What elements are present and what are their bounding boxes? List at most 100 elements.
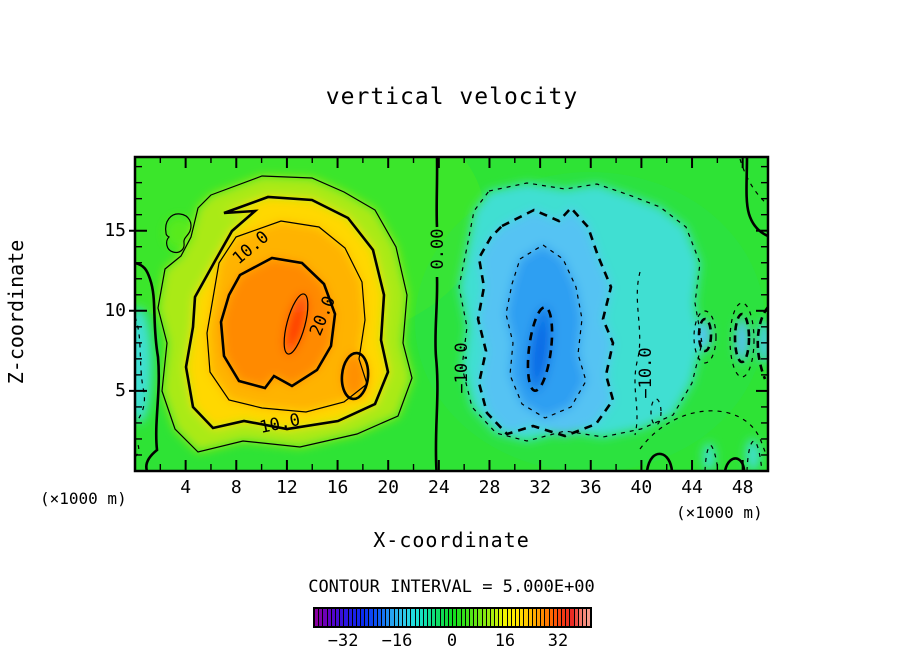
contour-minus5 <box>458 182 703 442</box>
contour-plus5-lobe <box>165 213 192 254</box>
colorbar-cell <box>423 609 429 626</box>
colorbar-cell <box>541 609 546 626</box>
contour-plus20 <box>219 256 337 390</box>
colorbar-cell <box>361 609 366 626</box>
contour-minus10-cell <box>697 317 713 353</box>
colorbar-cell <box>411 609 416 626</box>
colorbar-cell <box>469 609 475 626</box>
colorbar-tick-label: −32 <box>327 631 359 651</box>
contour-zero-left-edge <box>135 261 161 471</box>
contour-interval-label: CONTOUR INTERVAL = 5.000E+00 <box>308 577 595 597</box>
colorbar-cell <box>545 609 550 626</box>
colorbar-cell <box>478 609 483 626</box>
colorbar-cell <box>419 609 424 626</box>
contour-plus25 <box>283 293 309 355</box>
updraft-fill <box>158 176 412 452</box>
x-tick-label: 40 <box>630 477 653 498</box>
contour-minus5-cell <box>693 310 717 364</box>
contour-zero-center-lower <box>434 276 439 471</box>
colorbar-cell <box>407 609 412 626</box>
contour-plot <box>129 155 770 473</box>
colorbar-tick-label: −16 <box>381 631 413 651</box>
x-tick-label: 16 <box>326 477 349 498</box>
colorbar-cell <box>402 609 408 626</box>
colorbar-cell <box>507 609 512 626</box>
colorbar-cell <box>440 609 445 626</box>
contour-plot-canvas <box>129 155 770 473</box>
colorbar-cell <box>449 609 454 626</box>
contour-minus10 <box>476 206 615 438</box>
colorbar-cell <box>398 609 403 626</box>
colorbar-cell <box>373 609 378 626</box>
contour-zero-bump <box>645 452 674 471</box>
colorbar-cell <box>415 609 420 626</box>
colorbar-cell <box>536 609 542 626</box>
colorbar-cell <box>331 609 336 626</box>
colorbar <box>313 607 592 628</box>
y-axis-unit-label: (×1000 m) <box>40 489 127 508</box>
x-tick-label: 20 <box>377 477 400 498</box>
colorbar-cell <box>516 609 521 626</box>
colorbar-cell <box>557 609 563 626</box>
colorbar-cell <box>574 609 579 626</box>
colorbar-cell <box>461 609 466 626</box>
colorbar-cell <box>365 609 370 626</box>
colorbar-cell <box>369 609 374 626</box>
colorbar-cell <box>499 609 504 626</box>
colorbar-cell <box>520 609 525 626</box>
colorbar-cell <box>570 609 575 626</box>
colorbar-cell <box>578 609 583 626</box>
colorbar-tick-label: 32 <box>547 631 569 651</box>
colorbar-cell <box>323 609 328 626</box>
x-tick-label: 28 <box>478 477 501 498</box>
contour-minus5-cell <box>729 302 755 378</box>
contour-label: 0.00 <box>428 228 448 270</box>
colorbar-cell <box>528 609 533 626</box>
colorbar-cell <box>453 609 458 626</box>
contour-minus5-left-edge <box>135 316 146 424</box>
colorbar-cell <box>503 609 508 626</box>
colorbar-cell <box>549 609 554 626</box>
x-tick-label: 8 <box>230 477 242 498</box>
x-tick-label: 44 <box>681 477 703 498</box>
colorbar-cell <box>436 609 441 626</box>
contour-plus20-lobe <box>340 351 370 401</box>
x-tick-label: 12 <box>276 477 298 498</box>
colorbar-cell <box>482 609 487 626</box>
x-tick-label: 4 <box>180 477 192 498</box>
colorbar-cell <box>327 609 332 626</box>
colorbar-cell <box>444 609 449 626</box>
plot-frame <box>133 155 770 473</box>
y-axis-title: Z-coordinate <box>4 239 28 385</box>
colorbar-cell <box>490 609 496 626</box>
colorbar-cell <box>553 609 558 626</box>
x-tick-label: 48 <box>731 477 754 498</box>
colorbar-cell <box>428 609 433 626</box>
contour-minus5-corner <box>739 158 768 206</box>
colorbar-cell <box>356 609 362 626</box>
colorbar-cell <box>524 609 529 626</box>
colorbar-cell <box>587 609 591 626</box>
y-tick-label: 15 <box>104 219 126 241</box>
x-axis-title: X-coordinate <box>373 528 530 552</box>
colorbar-cell <box>394 609 399 626</box>
contour-minus5-cell <box>650 398 662 426</box>
contour-lines <box>135 157 768 471</box>
colorbar-tick-label: 16 <box>494 631 516 651</box>
x-tick-label: 24 <box>427 477 450 498</box>
contour-minus10-cell <box>733 312 751 364</box>
colorbar-cell <box>344 609 349 626</box>
colorbar-cell <box>532 609 537 626</box>
colorbar-cell <box>432 609 437 626</box>
colorbar-cell <box>335 609 341 626</box>
x-axis-unit-label: (×1000 m) <box>676 503 763 522</box>
contour-minus15 <box>505 244 587 419</box>
contour-plus5 <box>157 175 413 453</box>
contour-minus5-wiggle <box>634 271 641 436</box>
contour-plus15 <box>206 220 368 413</box>
colorbar-cell <box>511 609 516 626</box>
fill-field <box>135 157 768 471</box>
figure-title: vertical velocity <box>325 84 579 110</box>
x-tick-label: 36 <box>579 477 602 498</box>
